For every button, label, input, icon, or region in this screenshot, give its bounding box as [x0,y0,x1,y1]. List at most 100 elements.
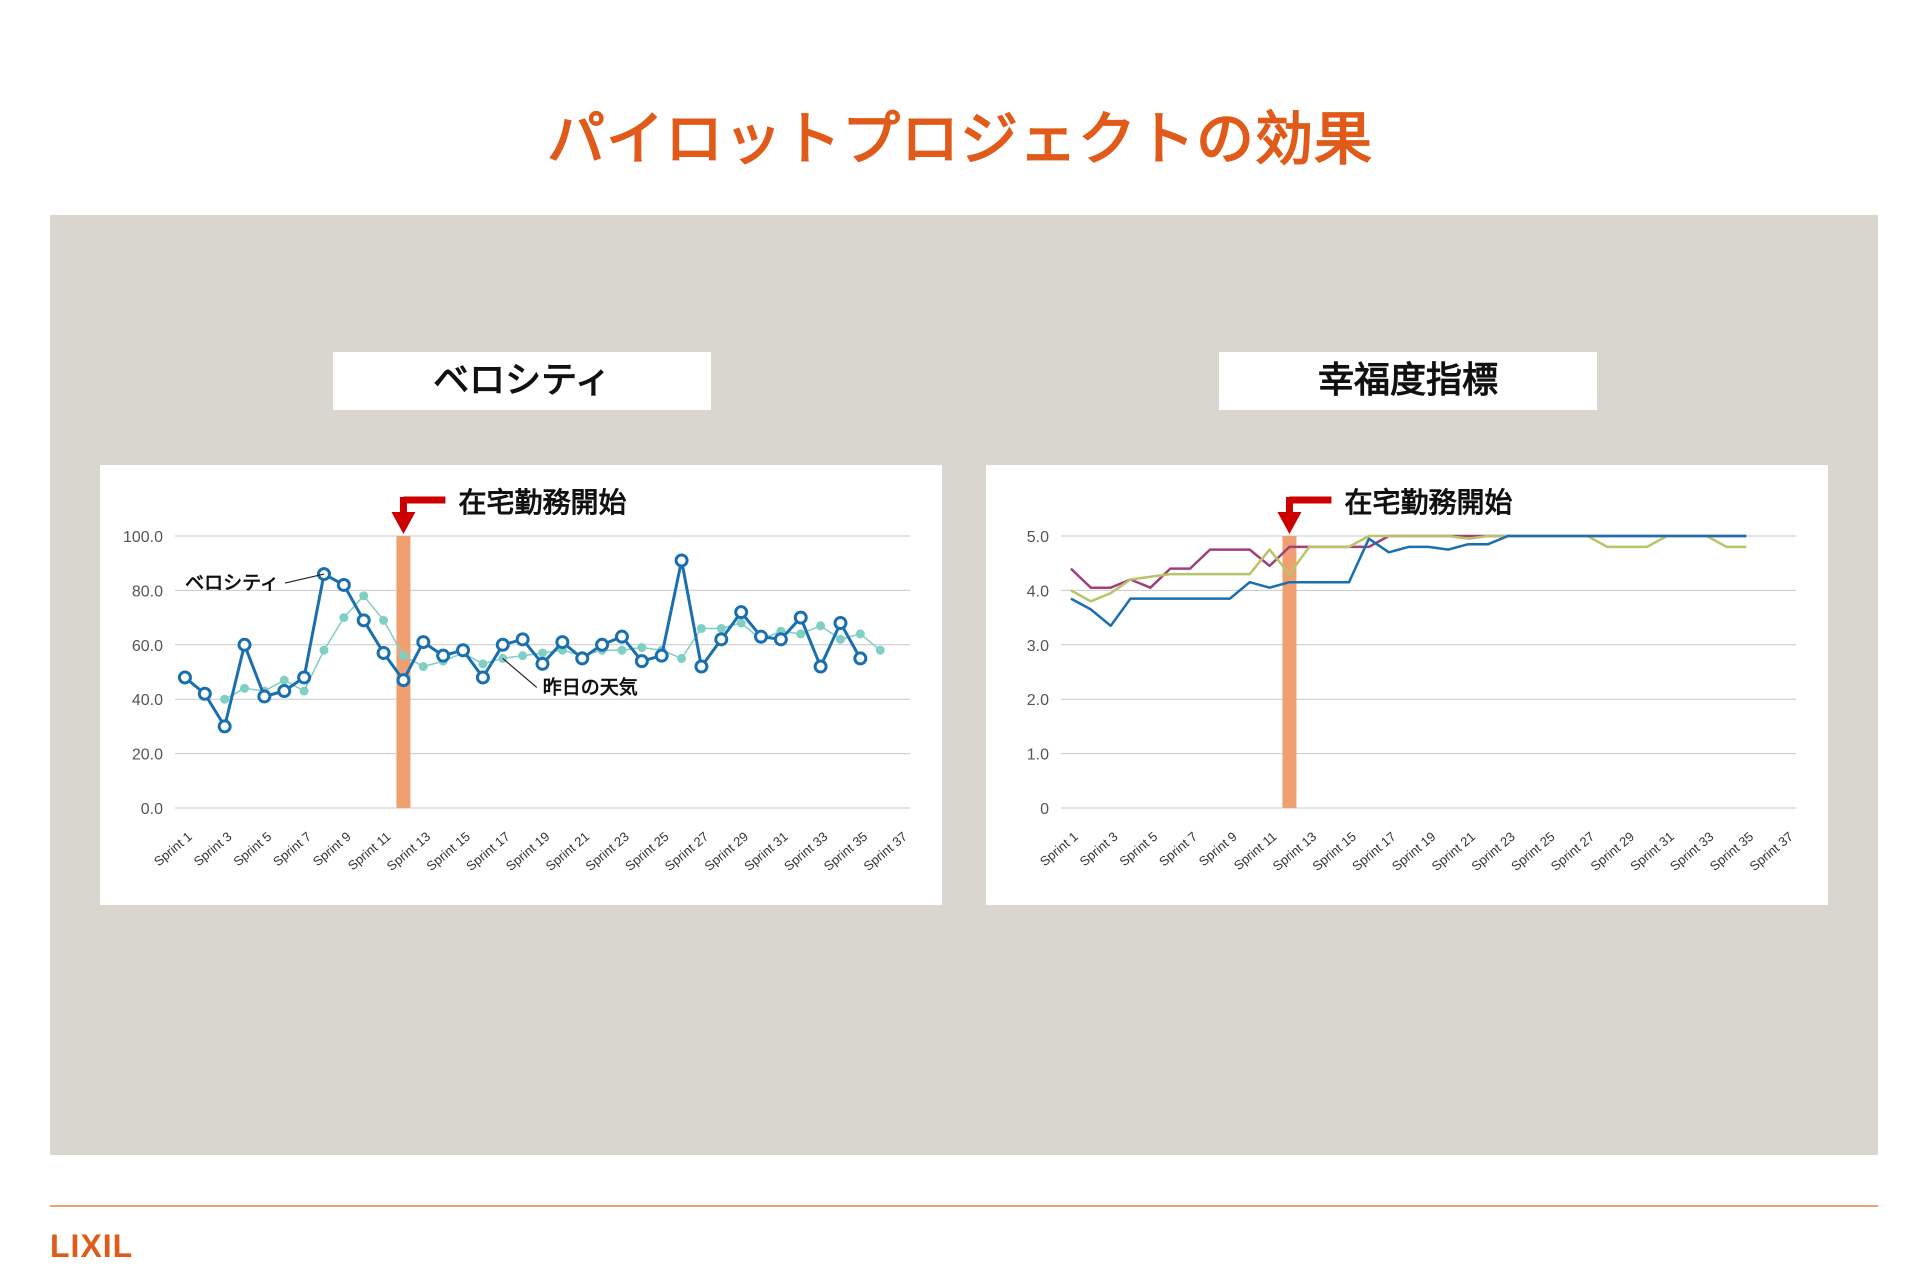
x-tick-label: Sprint 17 [463,829,513,874]
data-point [575,651,590,666]
series-label: 昨日の天気 [543,675,638,698]
x-tick-label: Sprint 17 [1349,829,1399,874]
happiness-label: 幸福度指標 [1219,352,1597,410]
data-point [538,648,547,658]
x-tick-label: Sprint 37 [860,829,910,874]
footer-divider [50,1205,1878,1207]
data-point [617,645,627,655]
data-point [279,675,289,685]
x-tick-label: Sprint 23 [582,829,632,874]
data-point [297,670,312,685]
series-line [1070,534,1747,603]
y-tick-label: 0.0 [141,801,163,818]
data-point [694,659,709,674]
y-tick-label: 40.0 [132,692,163,709]
data-point [398,651,408,661]
y-tick-label: 5.0 [1027,529,1049,546]
page-title: パイロットプロジェクトの効果 [546,105,1373,173]
velocity-chart-card: 0.0 20.0 40.0 60.0 80.0 100.0 Sprint 1 Sprint 3… [100,465,942,905]
data-point [875,645,885,655]
data-point [714,632,729,647]
x-tick-label: Sprint 15 [1309,829,1359,874]
work-from-home-marker [1282,536,1297,808]
data-point [813,659,828,674]
x-tick-label: Sprint 13 [1270,829,1320,874]
x-tick-label: Sprint 5 [230,829,274,869]
series-label-leader [284,573,325,584]
y-tick-label: 80.0 [132,583,163,600]
x-tick-label: Sprint 1 [1037,829,1081,869]
data-point [336,577,351,592]
data-point [359,591,369,601]
data-point [339,613,349,623]
data-point [197,686,212,701]
x-tick-label: Sprint 25 [1508,829,1558,874]
data-point [833,616,848,631]
data-point [217,719,232,734]
data-point [356,613,371,628]
arrow-head [391,512,416,534]
y-tick-label: 20.0 [132,747,163,764]
data-point [495,637,510,652]
x-tick-label: Sprint 3 [191,829,235,869]
data-point [677,653,687,663]
x-tick-label: Sprint 19 [503,829,553,874]
data-point [773,632,788,647]
data-point [654,648,669,663]
data-point [478,659,488,669]
data-point [634,654,649,669]
x-tick-label: Sprint 29 [702,829,752,874]
y-tick-label: 1.0 [1027,747,1049,764]
x-tick-label: Sprint 31 [741,829,791,874]
x-tick-label: Sprint 27 [662,829,712,874]
x-tick-label: Sprint 7 [270,829,314,869]
annotation-label: 在宅勤務開始 [1344,486,1512,519]
data-point [240,683,250,693]
data-point [853,651,868,666]
data-point [614,629,629,644]
data-point [177,670,192,685]
y-tick-label: 3.0 [1027,638,1049,655]
annotation-label: 在宅勤務開始 [458,486,626,519]
x-tick-label: Sprint 19 [1389,829,1439,874]
data-point [796,629,806,639]
y-tick-label: 4.0 [1027,583,1049,600]
data-point [595,637,610,652]
data-point [793,610,808,625]
y-tick-label: 100.0 [123,529,163,546]
series-line [1070,534,1747,628]
x-tick-label: Sprint 33 [781,829,831,874]
y-tick-label: 60.0 [132,638,163,655]
data-point [220,694,230,704]
data-point [237,637,252,652]
data-point [456,643,471,658]
x-tick-label: Sprint 3 [1077,829,1121,869]
happiness-chart-card: 0 1.0 2.0 3.0 4.0 5.0 Sprint 1 Sprint 3 Sprint 5… [986,465,1828,905]
x-tick-label: Sprint 15 [423,829,473,874]
series-line [1070,534,1747,589]
x-tick-label: Sprint 5 [1116,829,1160,869]
data-point [418,662,428,672]
data-point [736,618,746,628]
data-point [515,632,530,647]
x-tick-label: Sprint 13 [384,829,434,874]
data-point [535,656,550,671]
logo-text: LIXIL [50,1228,133,1264]
data-point [674,553,689,568]
data-point [716,623,726,633]
data-point [518,651,528,661]
data-point [299,686,309,696]
work-from-home-marker [396,536,411,808]
lixil-logo: LIXIL [50,1225,160,1269]
data-point [416,635,431,650]
data-point [475,670,490,685]
data-point [816,621,826,631]
data-point [734,605,749,620]
x-tick-label: Sprint 21 [543,829,593,874]
data-point [835,634,845,644]
x-tick-label: Sprint 35 [1707,829,1757,874]
x-tick-label: Sprint 25 [622,829,672,874]
data-point [277,684,292,699]
